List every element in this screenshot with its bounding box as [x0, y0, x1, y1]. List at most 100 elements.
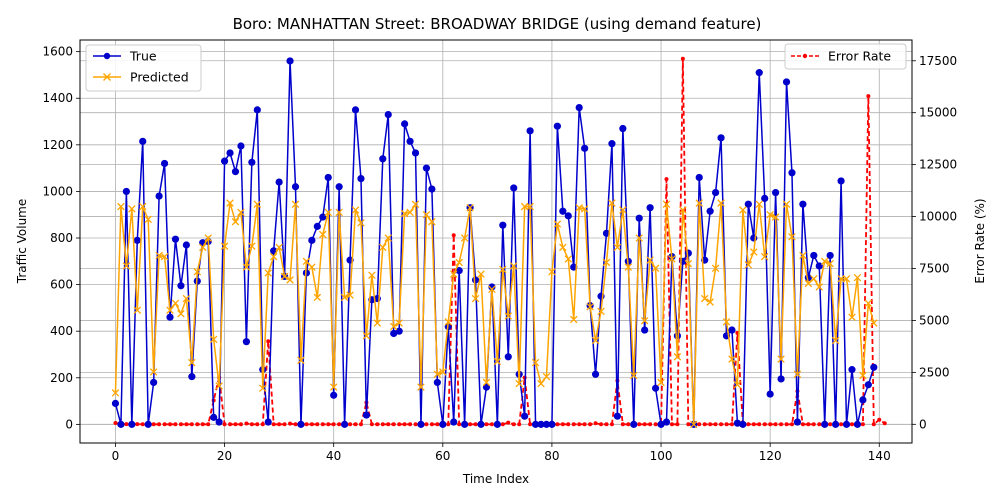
y2-tick-label: 5000 [919, 313, 950, 327]
error-rate-point [729, 422, 734, 427]
error-rate-point [708, 422, 713, 427]
predicted-point [286, 276, 294, 284]
true-point [411, 149, 420, 157]
true-point [160, 159, 169, 168]
predicted-point [788, 233, 796, 241]
error-rate-point [582, 422, 587, 427]
error-rate-point [266, 339, 271, 344]
true-point [782, 78, 791, 86]
predicted-point [384, 234, 393, 242]
x-tick-label: 60 [435, 449, 450, 463]
error-rate-point [528, 422, 533, 427]
true-point [717, 134, 725, 142]
true-point [182, 241, 190, 249]
y2-tick-label: 2500 [919, 365, 950, 379]
predicted-point [608, 199, 616, 207]
predicted-point [564, 255, 573, 263]
error-rate-point [473, 422, 478, 427]
predicted-point [275, 243, 283, 252]
error-rate-point [288, 421, 293, 426]
error-rate-point [184, 422, 189, 427]
legend-right: Error Rate [784, 43, 907, 70]
error-rate-point [789, 422, 794, 427]
error-rate-point [560, 422, 565, 427]
true-point [291, 183, 300, 191]
true-point [744, 200, 752, 208]
y-tick-label: 400 [50, 324, 73, 338]
predicted-point [831, 336, 840, 345]
predicted-point [651, 264, 660, 273]
predicted-point [695, 199, 703, 207]
error-rate-point [162, 422, 167, 427]
true-point [128, 420, 136, 428]
error-rate-point [304, 422, 309, 427]
predicted-point [826, 259, 834, 268]
x-tick-label: 140 [868, 449, 891, 463]
error-rate-point [686, 422, 691, 427]
true-point [313, 222, 321, 230]
true-point [335, 183, 343, 191]
error-rate-point [626, 422, 631, 427]
predicted-point [248, 242, 256, 250]
y2-tick-label: 10000 [919, 210, 957, 224]
predicted-point [553, 220, 562, 228]
predicted-point [242, 263, 251, 271]
predicted-point [188, 358, 196, 367]
true-point [793, 418, 802, 426]
predicted-point [433, 370, 442, 379]
y2-tick-label: 17500 [919, 54, 957, 68]
error-rate-point [779, 422, 784, 427]
predicted-point [673, 353, 682, 361]
error-rate-point [773, 422, 778, 427]
predicted-point [182, 294, 191, 303]
predicted-point [302, 257, 311, 266]
predicted-point [144, 215, 152, 224]
y2-tick-label: 15000 [919, 106, 957, 120]
true-point [144, 420, 152, 428]
error-rate-point [719, 422, 724, 427]
error-rate-point [882, 421, 887, 426]
chart-title: Boro: MANHATTAN Street: BROADWAY BRIDGE … [233, 15, 762, 33]
true-point [133, 236, 141, 244]
true-point [564, 212, 572, 220]
true-point [231, 168, 240, 176]
predicted-point [575, 203, 583, 212]
predicted-point [679, 206, 687, 214]
error-rate-point [817, 422, 822, 427]
true-point [504, 353, 512, 361]
error-rate-point [326, 422, 331, 427]
y-tick-label: 1600 [42, 45, 73, 59]
true-point [711, 188, 720, 197]
predicted-point [750, 248, 758, 256]
true-point [220, 157, 229, 165]
error-rate-point [675, 422, 680, 427]
error-rate-point [746, 422, 751, 427]
predicted-point [346, 291, 354, 299]
legend-predicted-marker [103, 73, 111, 81]
legend-error-marker [802, 53, 808, 59]
predicted-point [280, 272, 289, 281]
plot-frame [79, 39, 913, 444]
true-point [641, 326, 649, 334]
predicted-point [646, 256, 654, 264]
predicted-point [859, 371, 867, 380]
error-rate-point [724, 422, 729, 427]
predicted-point [171, 299, 180, 307]
true-point [832, 420, 840, 428]
error-rate-point [877, 417, 882, 422]
predicted-point [335, 208, 343, 217]
true-point [139, 137, 147, 145]
error-rate-point [320, 422, 325, 427]
true-point [853, 420, 862, 428]
predicted-point [297, 356, 305, 365]
error-rate-point [860, 422, 865, 427]
error-rate-point [413, 422, 418, 427]
error-rate-point [511, 422, 516, 427]
predicted-point [777, 355, 785, 363]
true-point [253, 106, 261, 114]
error-rate-point [751, 422, 756, 427]
true-point [859, 396, 867, 404]
error-rate-point [517, 422, 522, 427]
predicted-point [733, 381, 742, 389]
predicted-point [629, 371, 638, 380]
